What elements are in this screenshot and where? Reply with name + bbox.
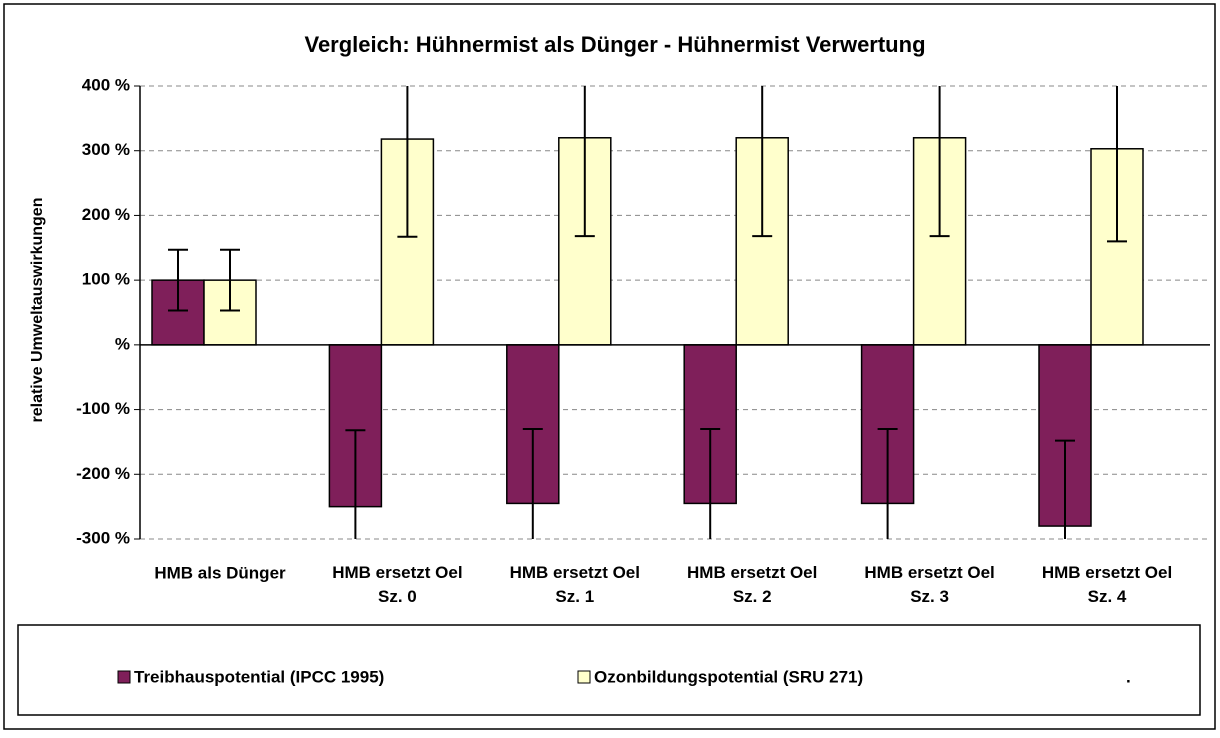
x-tick-label: HMB ersetzt Oel Sz. 0 — [332, 563, 462, 606]
legend-swatch — [577, 670, 591, 684]
chart-title: Vergleich: Hühnermist als Dünger - Hühne… — [304, 32, 925, 57]
legend-swatch — [117, 670, 131, 684]
y-tick-label: 200 % — [82, 205, 130, 224]
chart-border — [3, 3, 1216, 730]
x-tick-label-line: HMB ersetzt Oel — [332, 563, 462, 582]
legend-box — [17, 624, 1201, 716]
x-tick-label: HMB ersetzt Oel Sz. 4 — [1042, 563, 1172, 606]
bar — [860, 344, 915, 505]
x-tick-label-line: Sz. 1 — [555, 587, 594, 606]
y-tick-label: -300 % — [76, 528, 130, 547]
x-tick-label-line: Sz. 4 — [1088, 587, 1127, 606]
legend-label: Ozonbildungspotential (SRU 271) — [594, 667, 863, 686]
x-tick-label-line: HMB ersetzt Oel — [687, 563, 817, 582]
y-tick-label: 400 % — [82, 75, 130, 94]
x-tick-label: HMB ersetzt Oel Sz. 2 — [687, 563, 817, 606]
x-tick-label: HMB als Dünger — [154, 563, 286, 582]
x-tick-label: HMB ersetzt Oel Sz. 3 — [864, 563, 994, 606]
x-tick-label-line: HMB ersetzt Oel — [510, 563, 640, 582]
y-axis-label: relative Umweltauswirkungen — [29, 198, 46, 423]
x-tick-label: HMB ersetzt Oel Sz. 1 — [510, 563, 640, 606]
y-tick-label: 300 % — [82, 140, 130, 159]
x-tick-label-line: Sz. 2 — [733, 587, 772, 606]
legend-label: Treibhauspotential (IPCC 1995) — [134, 667, 384, 686]
x-tick-label-line: Sz. 3 — [910, 587, 949, 606]
y-tick-label: -100 % — [76, 399, 130, 418]
y-tick-label: % — [115, 334, 130, 353]
x-tick-label-line: HMB ersetzt Oel — [1042, 563, 1172, 582]
plot-area — [151, 86, 1144, 539]
x-tick-label-line: HMB ersetzt Oel — [864, 563, 994, 582]
y-tick-label: 100 % — [82, 270, 130, 289]
x-tick-label-line: Sz. 0 — [378, 587, 417, 606]
legend-note: . — [1126, 667, 1131, 686]
y-tick-label: -200 % — [76, 464, 130, 483]
